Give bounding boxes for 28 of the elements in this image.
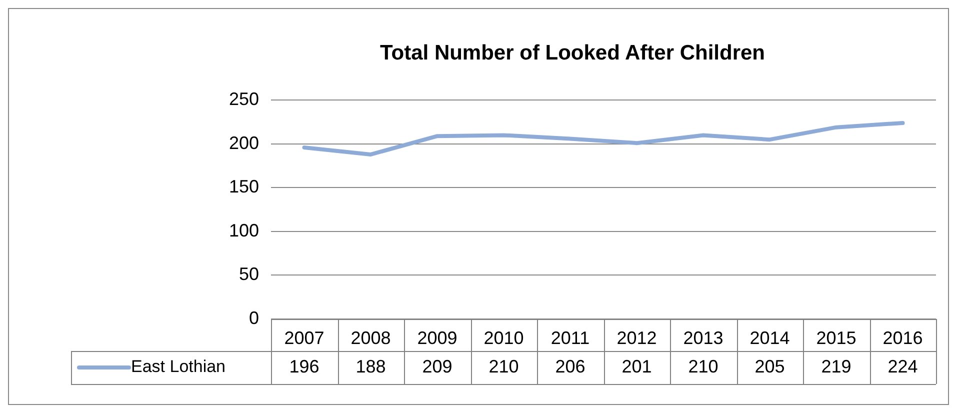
chart-title: Total Number of Looked After Children xyxy=(380,41,766,64)
x-tick-label: 2014 xyxy=(750,328,790,348)
data-label: 209 xyxy=(422,356,452,376)
x-tick-label: 2011 xyxy=(550,328,590,348)
y-tick-label: 150 xyxy=(228,176,259,197)
x-tick-label: 2015 xyxy=(816,328,856,348)
data-label: 205 xyxy=(754,356,785,376)
y-tick-label: 100 xyxy=(228,220,259,240)
data-label: 224 xyxy=(888,356,918,376)
x-tick-label: 2007 xyxy=(284,328,324,348)
y-tick-label: 250 xyxy=(228,89,259,110)
x-tick-label: 2009 xyxy=(417,328,458,348)
x-tick-label: 2016 xyxy=(882,328,923,348)
data-label: 210 xyxy=(688,356,718,376)
x-tick-label: 2010 xyxy=(484,328,524,348)
x-tick-label: 2013 xyxy=(683,328,724,348)
data-label: 206 xyxy=(555,356,586,376)
data-label: 219 xyxy=(821,356,852,376)
y-tick-label: 0 xyxy=(248,308,259,328)
data-label: 210 xyxy=(488,356,519,376)
x-tick-label: 2012 xyxy=(616,328,657,348)
data-label: 196 xyxy=(289,356,320,376)
y-tick-label: 50 xyxy=(238,264,259,284)
x-tick-label: 2008 xyxy=(350,328,391,348)
data-label: 188 xyxy=(356,356,386,376)
data-label: 201 xyxy=(622,356,652,376)
legend-label: East Lothian xyxy=(131,357,226,376)
y-tick-label: 200 xyxy=(228,132,259,153)
